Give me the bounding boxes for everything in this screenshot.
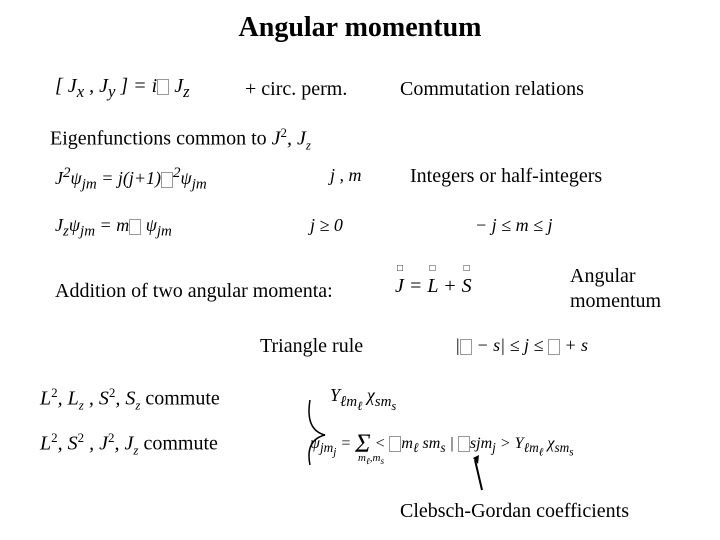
- commutator-formula: [ Jx , Jy ] = i Jz: [55, 75, 190, 102]
- commute-line-2: L2, S2 , J2, Jz commute: [40, 430, 218, 459]
- page-title: Angular momentum: [0, 0, 720, 44]
- commute-line-1: L2, Lz , S2, Sz commute: [40, 385, 220, 414]
- eigen-eq-1: J2ψjm = j(j+1)2ψjm: [55, 165, 207, 194]
- jm-label: j , m: [330, 165, 362, 186]
- integers-text: Integers or half-integers: [410, 165, 602, 188]
- angular-label-2: momentum: [570, 290, 661, 313]
- cg-text: Clebsch-Gordan coefficients: [400, 500, 629, 523]
- brace-arrow-icon: [300, 395, 460, 475]
- circ-perm-text: + circ. perm.: [245, 78, 347, 101]
- addition-text: Addition of two angular momenta:: [55, 280, 333, 303]
- commutation-label: Commutation relations: [400, 78, 584, 101]
- jls-formula: □J = □L + □S: [395, 275, 472, 298]
- j-ge-0: j ≥ 0: [310, 215, 343, 236]
- m-range: − j ≤ m ≤ j: [475, 215, 552, 236]
- triangle-formula: | − s| ≤ j ≤ + s: [455, 335, 588, 356]
- eigen-eq-2: Jzψjm = m ψjm: [55, 215, 172, 241]
- angular-label-1: Angular: [570, 265, 636, 288]
- cg-arrow-icon: [470, 455, 500, 500]
- eigenfunctions-text: Eigenfunctions common to J2, Jz: [50, 125, 311, 154]
- triangle-text: Triangle rule: [260, 335, 363, 358]
